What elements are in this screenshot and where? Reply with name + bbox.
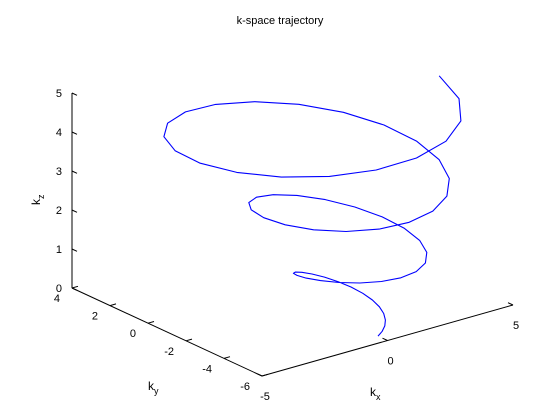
chart-title: k-space trajectory xyxy=(237,15,324,27)
x-axis-label-base: k xyxy=(370,385,377,399)
trajectory-line xyxy=(163,75,462,337)
series-layer xyxy=(163,75,462,337)
y-tick-mark xyxy=(147,321,155,324)
y-tick-label: -4 xyxy=(202,363,212,375)
y-axis-label-base: k xyxy=(148,379,155,393)
z-tick-label: 5 xyxy=(56,88,62,100)
y-tick-label: 0 xyxy=(130,328,136,340)
y-tick-label: -6 xyxy=(240,381,250,393)
y-tick-label: 2 xyxy=(92,311,98,323)
axes-3d xyxy=(71,93,514,377)
x-tick-label: 5 xyxy=(513,320,519,332)
z-axis-label-sub: z xyxy=(36,194,46,199)
z-tick-mark xyxy=(71,209,78,213)
z-tick-mark xyxy=(71,170,78,174)
z-tick-label: 2 xyxy=(56,205,62,217)
y-axis-label: ky xyxy=(148,379,159,396)
tick-marks xyxy=(71,92,514,377)
y-tick-label: 4 xyxy=(54,293,60,305)
x-axis-label-sub: x xyxy=(376,392,381,402)
x-tick-mark xyxy=(382,337,388,341)
z-tick-mark xyxy=(71,248,78,252)
z-tick-label: 0 xyxy=(56,283,62,295)
z-tick-label: 1 xyxy=(56,244,62,256)
y-axis-label-sub: y xyxy=(154,386,159,396)
x-tick-label: -5 xyxy=(260,391,270,403)
y-tick-mark xyxy=(185,338,193,342)
y-tick-label: -2 xyxy=(164,346,174,358)
z-tick-mark xyxy=(71,131,78,135)
z-tick-mark xyxy=(71,92,78,96)
y-axis-line xyxy=(71,287,263,377)
z-tick-label: 3 xyxy=(56,166,62,178)
y-tick-mark xyxy=(71,285,79,289)
z-tick-mark xyxy=(71,287,78,291)
y-tick-mark xyxy=(223,356,231,359)
x-tick-label: 0 xyxy=(387,356,393,368)
x-tick-mark xyxy=(507,302,514,306)
z-axis-label-base: k xyxy=(29,198,43,205)
x-axis-label: kx xyxy=(370,385,381,402)
y-tick-mark xyxy=(261,373,269,377)
x-tick-mark xyxy=(256,373,263,377)
tick-labels: -5 0 5 4 2 0 -2 -4 -6 0 1 2 3 4 5 xyxy=(54,88,519,403)
z-axis-label: kz xyxy=(29,194,46,205)
z-tick-label: 4 xyxy=(56,127,62,139)
y-tick-mark xyxy=(109,303,117,307)
